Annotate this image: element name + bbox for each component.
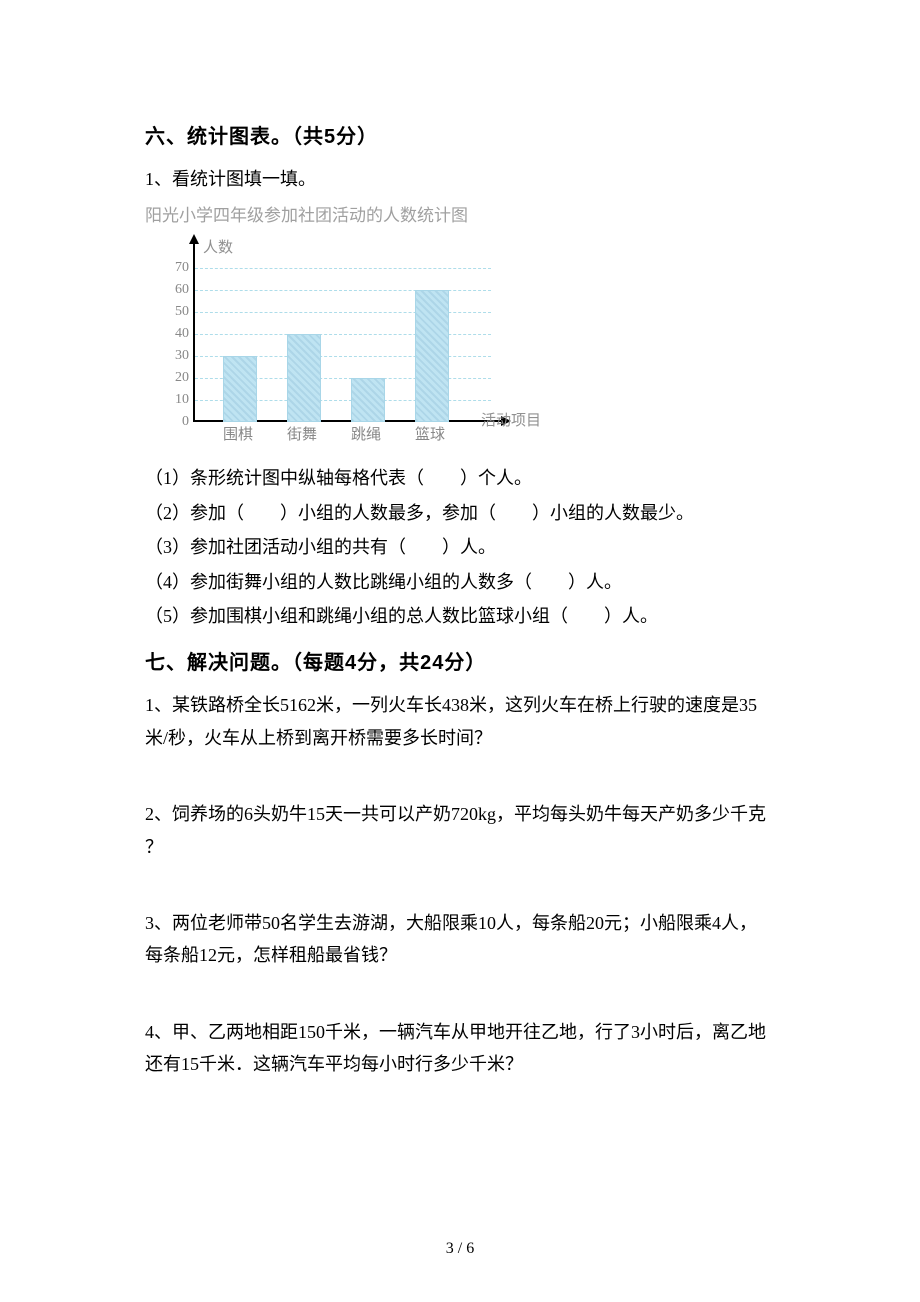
category-label: 围棋 — [215, 423, 261, 444]
s7-p4-line1: 4、甲、乙两地相距150千米，一辆汽车从甲地开往乙地，行了3小时后，离乙地 — [145, 1016, 775, 1048]
y-tick-label: 70 — [167, 260, 189, 276]
s6-q4: （4）参加街舞小组的人数比跳绳小组的人数多（ ）人。 — [145, 566, 775, 598]
s6-q2: （2）参加（ ）小组的人数最多，参加（ ）小组的人数最少。 — [145, 497, 775, 529]
s7-p2-line2: ？ — [145, 831, 775, 863]
gap — [145, 863, 775, 907]
y-tick-label: 50 — [167, 304, 189, 320]
s6-q5: （5）参加围棋小组和跳绳小组的总人数比篮球小组（ ）人。 — [145, 600, 775, 632]
section6-intro: 1、看统计图填一填。 — [145, 163, 775, 195]
bar — [223, 356, 257, 422]
gridline — [195, 268, 491, 269]
s7-p2-line1: 2、饲养场的6头奶牛15天一共可以产奶720kg，平均每头奶牛每天产奶多少千克 — [145, 798, 775, 830]
category-label: 街舞 — [279, 423, 325, 444]
s6-q1: （1）条形统计图中纵轴每格代表（ ）个人。 — [145, 462, 775, 494]
x-axis-label: 活动项目 — [481, 409, 541, 430]
bar — [351, 378, 385, 422]
s7-p1-line2: 米/秒，火车从上桥到离开桥需要多长时间？ — [145, 722, 775, 754]
s7-p1-line1: 1、某铁路桥全长5162米，一列火车长438米，这列火车在桥上行驶的速度是35 — [145, 689, 775, 721]
section7-title: 七、解决问题。（每题4分，共24分） — [145, 646, 775, 675]
page: 六、统计图表。（共5分） 1、看统计图填一填。 阳光小学四年级参加社团活动的人数… — [0, 0, 920, 1302]
category-label: 篮球 — [407, 423, 453, 444]
y-tick-label: 10 — [167, 392, 189, 408]
y-axis-label: 人数 — [203, 236, 233, 257]
y-tick-label: 60 — [167, 282, 189, 298]
s7-p3-line1: 3、两位老师带50名学生去游湖，大船限乘10人，每条船20元；小船限乘4人， — [145, 907, 775, 939]
y-axis — [193, 242, 195, 422]
chart-caption: 阳光小学四年级参加社团活动的人数统计图 — [145, 201, 775, 226]
bar — [415, 290, 449, 422]
s7-p4-line2: 还有15千米．这辆汽车平均每小时行多少千米？ — [145, 1048, 775, 1080]
bar-chart: 人数 活动项目 010203040506070围棋街舞跳绳篮球 — [153, 232, 513, 452]
gap — [145, 754, 775, 798]
y-tick-label: 20 — [167, 370, 189, 386]
section6-title: 六、统计图表。（共5分） — [145, 120, 775, 149]
y-tick-label: 40 — [167, 326, 189, 342]
gap — [145, 972, 775, 1016]
y-tick-label: 0 — [167, 414, 189, 430]
page-number: 3 / 6 — [0, 1240, 920, 1258]
s6-q3: （3）参加社团活动小组的共有（ ）人。 — [145, 531, 775, 563]
bar — [287, 334, 321, 422]
s7-p3-line2: 每条船12元，怎样租船最省钱？ — [145, 939, 775, 971]
y-tick-label: 30 — [167, 348, 189, 364]
category-label: 跳绳 — [343, 423, 389, 444]
